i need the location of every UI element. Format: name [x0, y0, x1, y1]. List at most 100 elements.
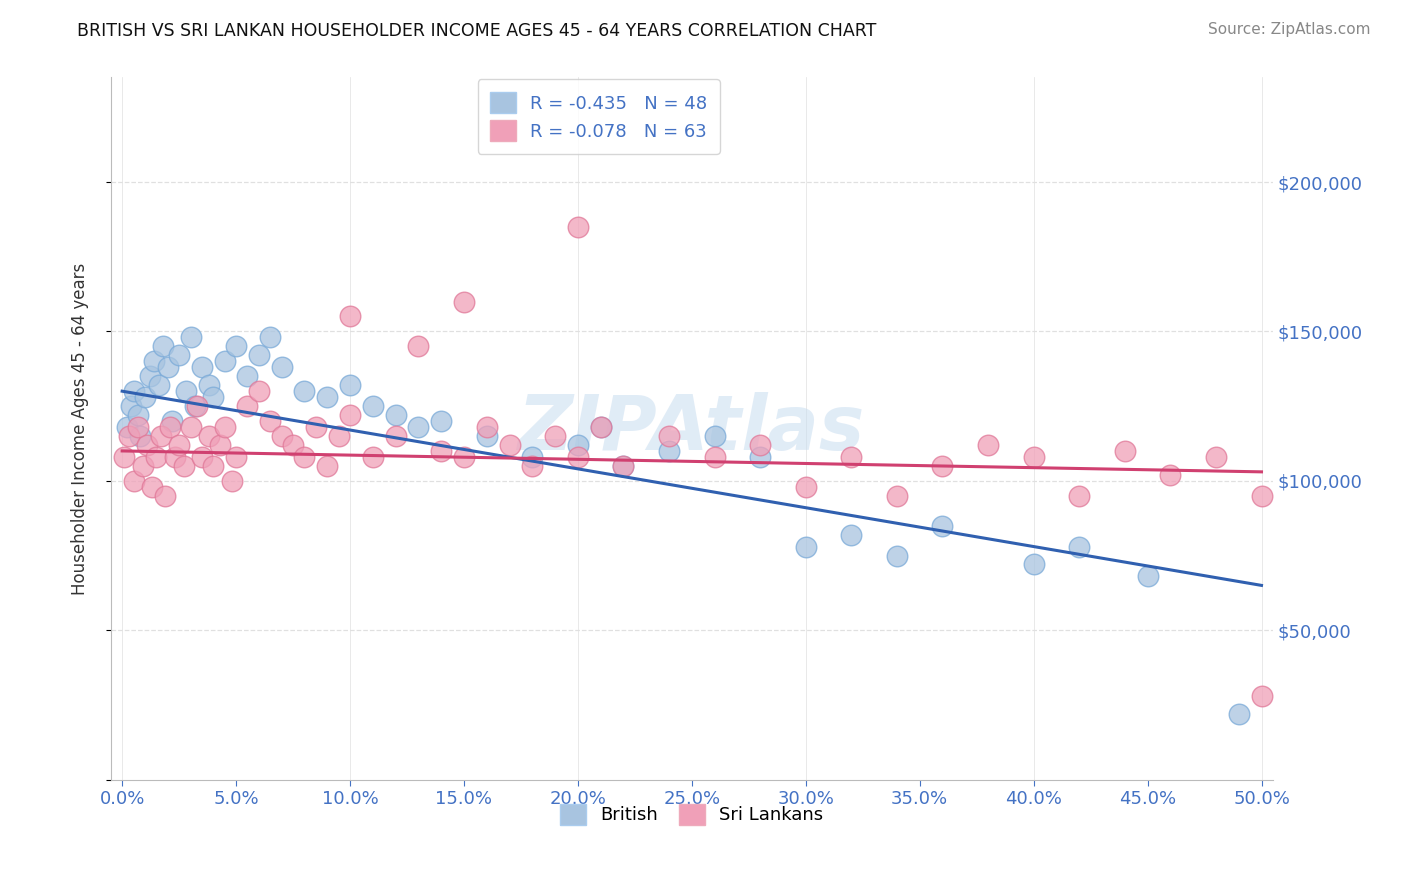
Point — [214, 354, 236, 368]
Point — [1022, 558, 1045, 572]
Point — [163, 450, 186, 464]
Point — [186, 399, 208, 413]
Point — [156, 360, 179, 375]
Point — [1227, 706, 1250, 721]
Point — [567, 219, 589, 234]
Point — [430, 444, 453, 458]
Point — [270, 429, 292, 443]
Point — [122, 384, 145, 399]
Point — [339, 310, 361, 324]
Point — [155, 489, 177, 503]
Point — [118, 429, 141, 443]
Point — [567, 438, 589, 452]
Point — [202, 458, 225, 473]
Point — [136, 438, 159, 452]
Point — [129, 429, 152, 443]
Point — [453, 294, 475, 309]
Point — [149, 429, 172, 443]
Point — [221, 474, 243, 488]
Point — [498, 438, 520, 452]
Legend: British, Sri Lankans: British, Sri Lankans — [551, 795, 832, 834]
Point — [794, 540, 817, 554]
Point — [361, 450, 384, 464]
Point — [122, 474, 145, 488]
Point — [1250, 489, 1272, 503]
Point — [384, 408, 406, 422]
Point — [794, 480, 817, 494]
Point — [749, 438, 772, 452]
Point — [180, 330, 202, 344]
Text: Source: ZipAtlas.com: Source: ZipAtlas.com — [1208, 22, 1371, 37]
Point — [152, 339, 174, 353]
Point — [475, 429, 498, 443]
Point — [259, 414, 281, 428]
Point — [143, 354, 166, 368]
Point — [191, 360, 214, 375]
Y-axis label: Householder Income Ages 45 - 64 years: Householder Income Ages 45 - 64 years — [72, 262, 89, 595]
Point — [1205, 450, 1227, 464]
Point — [475, 420, 498, 434]
Point — [612, 458, 634, 473]
Point — [281, 438, 304, 452]
Point — [247, 384, 270, 399]
Point — [114, 450, 136, 464]
Point — [1069, 540, 1091, 554]
Point — [361, 399, 384, 413]
Text: ZIPAtlas: ZIPAtlas — [519, 392, 866, 466]
Point — [174, 384, 197, 399]
Point — [1114, 444, 1136, 458]
Point — [294, 450, 316, 464]
Point — [138, 369, 160, 384]
Point — [1136, 569, 1159, 583]
Point — [408, 420, 430, 434]
Point — [191, 450, 214, 464]
Point — [931, 518, 953, 533]
Point — [589, 420, 612, 434]
Point — [931, 458, 953, 473]
Point — [148, 378, 170, 392]
Point — [841, 450, 863, 464]
Point — [703, 429, 725, 443]
Point — [522, 458, 544, 473]
Point — [567, 450, 589, 464]
Point — [141, 480, 163, 494]
Point — [589, 420, 612, 434]
Point — [120, 399, 142, 413]
Point — [658, 444, 681, 458]
Point — [131, 458, 153, 473]
Point — [305, 420, 328, 434]
Point — [225, 450, 247, 464]
Point — [316, 390, 339, 404]
Point — [1250, 689, 1272, 703]
Point — [1069, 489, 1091, 503]
Point — [612, 458, 634, 473]
Point — [159, 420, 181, 434]
Point — [134, 390, 156, 404]
Point — [127, 408, 149, 422]
Point — [236, 369, 259, 384]
Point — [145, 450, 167, 464]
Point — [197, 429, 219, 443]
Point — [430, 414, 453, 428]
Point — [384, 429, 406, 443]
Point — [316, 458, 339, 473]
Point — [453, 450, 475, 464]
Point — [173, 458, 195, 473]
Point — [167, 348, 190, 362]
Point — [167, 438, 190, 452]
Point — [294, 384, 316, 399]
Point — [749, 450, 772, 464]
Point — [522, 450, 544, 464]
Point — [202, 390, 225, 404]
Point — [270, 360, 292, 375]
Point — [236, 399, 259, 413]
Point — [197, 378, 219, 392]
Point — [339, 408, 361, 422]
Point — [658, 429, 681, 443]
Point — [259, 330, 281, 344]
Point — [184, 399, 207, 413]
Point — [328, 429, 350, 443]
Point — [703, 450, 725, 464]
Point — [1159, 467, 1181, 482]
Point — [408, 339, 430, 353]
